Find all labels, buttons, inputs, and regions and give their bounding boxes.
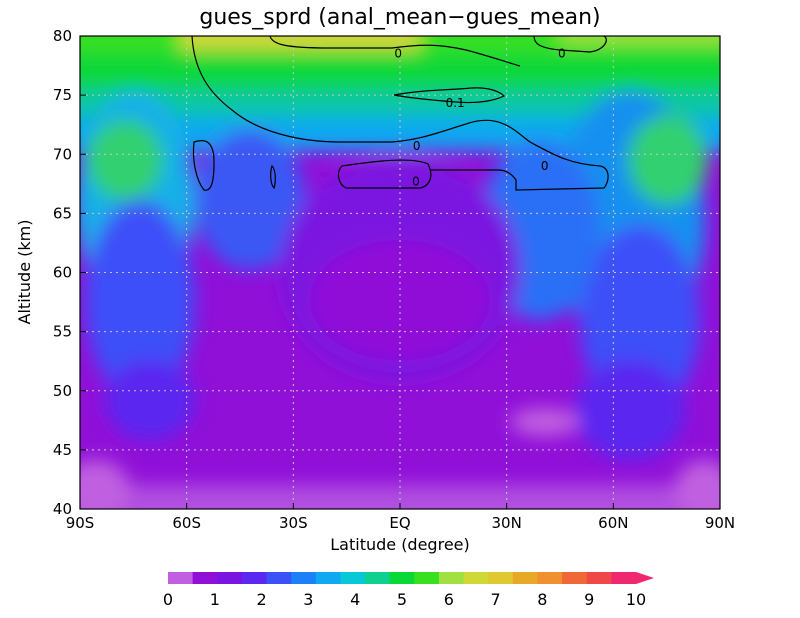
colorbar-label: 3 [303,590,313,609]
colorbar-label: 0 [163,590,173,609]
field-right-green [628,115,708,205]
colorbar-swatch [389,572,415,584]
y-tick-label: 45 [53,441,72,459]
colorbar-swatch [438,572,465,584]
x-tick-label: 90N [705,514,735,532]
colorbar-swatch [340,572,366,584]
colorbar-swatch [192,572,218,584]
colorbar-label: 4 [350,590,360,609]
colorbar: 0 1 2 3 4 5 6 7 8 9 10 [163,572,654,609]
field-top-yellow-right [560,36,720,44]
colorbar-swatch [241,572,268,584]
colorbar-swatch [611,572,637,584]
colorbar-label: 5 [397,590,407,609]
contour-upper [191,36,609,191]
contour-label: 0 [412,174,420,188]
y-tick-label: 80 [53,27,72,45]
x-axis: 90S 60S 30S EQ 30N 60N 90N [66,503,735,532]
field-left-inner-blue [195,130,305,270]
chart-title: gues_sprd (anal_mean−gues_mean) [199,5,600,30]
contour-left-loop [192,140,215,191]
colorbar-label: 6 [444,590,454,609]
y-tick-label: 65 [53,204,72,222]
y-tick-label: 70 [53,145,72,163]
colorbar-swatch [315,572,341,584]
colorbar-swatch [586,572,612,584]
x-tick-label: 60N [598,514,628,532]
field-left-green [87,120,163,200]
colorbar-label: 7 [491,590,501,609]
field-left-blue-deep [85,200,195,400]
field-lower-right-blue [575,360,685,460]
colorbar-swatch [488,572,514,584]
field-top-yellow [180,36,420,50]
x-tick-label: 30N [492,514,522,532]
colorbar-swatch [537,572,563,584]
contour-top-middle [269,36,521,67]
colorbar-swatch [291,572,317,584]
field-pink-patch [510,408,580,436]
contour-label: 0 [413,139,421,153]
zero-contours [191,36,609,191]
y-tick-label: 55 [53,323,72,341]
colorbar-label: 9 [584,590,594,609]
contour-labels: 0 0 0.1 0 0 0 [394,47,566,189]
colorbar-swatch [168,572,194,584]
colorbar-swatch [414,572,440,584]
field-bottom-left-pink [80,460,130,509]
contour-01 [393,87,506,104]
field-lower-left-blue [105,360,195,440]
colorbar-swatch [512,572,538,584]
colorbar-swatch [365,572,391,584]
contour-center-loop [337,159,432,189]
colorbar-swatch [266,572,292,584]
x-tick-label: 90S [66,514,95,532]
contour-label: 0 [558,47,566,61]
grid-lines [80,36,720,509]
colorbar-swatch [562,572,588,584]
colorbar-swatch [463,572,489,584]
x-tick-label: 30S [279,514,308,532]
contour-label: 0 [541,159,549,173]
contour-label: 0 [394,47,402,61]
contour-label: 0.1 [446,96,465,110]
x-tick-label: EQ [389,514,410,532]
y-tick-label: 50 [53,382,72,400]
colorbar-label: 1 [210,590,220,609]
y-tick-label: 75 [53,86,72,104]
x-tick-label: 60S [172,514,201,532]
y-axis-label: Altitude (km) [15,220,34,325]
colorbar-label: 10 [626,590,646,609]
colorbar-label: 8 [537,590,547,609]
colorbar-label: 2 [257,590,267,609]
colorbar-swatch [217,572,243,584]
contour-left-small [270,164,276,190]
x-axis-label: Latitude (degree) [330,535,470,554]
field-bottom-right-pink [675,460,720,509]
y-tick-label: 60 [53,264,72,282]
colorbar-extend-arrow [636,572,654,584]
y-tick-label: 40 [53,500,72,518]
contour-upper-right [533,36,607,53]
y-axis: 40 45 50 55 60 65 70 75 80 [53,27,86,518]
